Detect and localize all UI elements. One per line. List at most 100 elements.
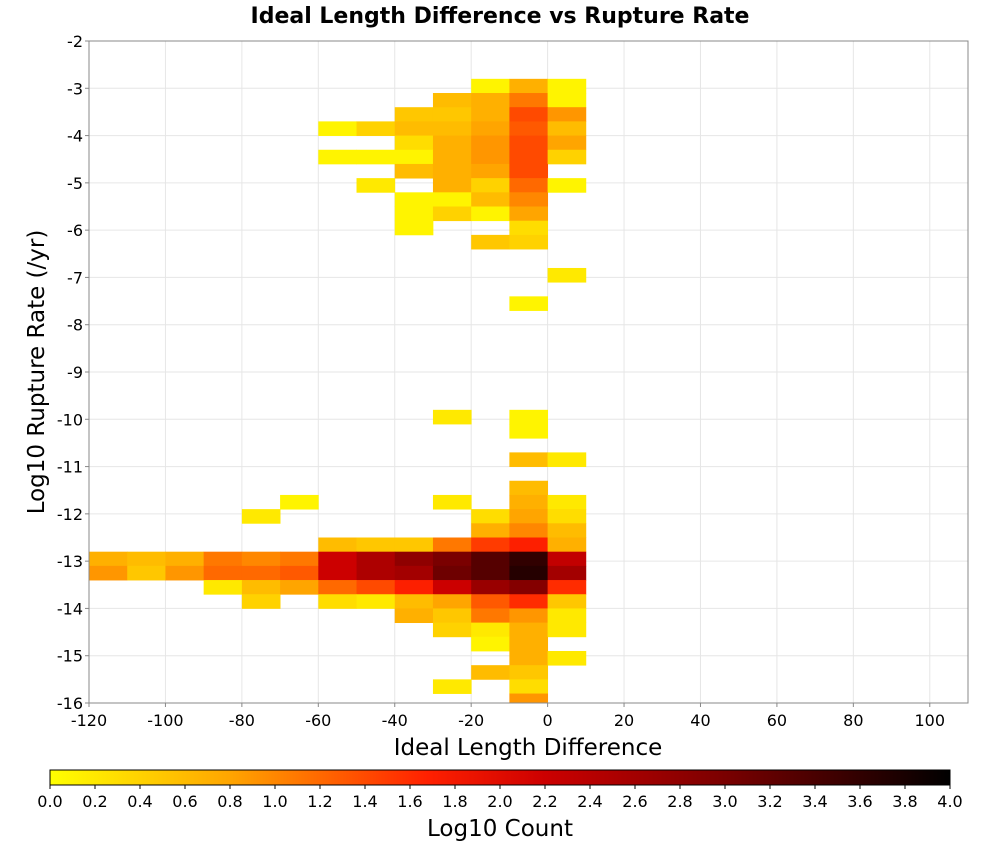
heatmap-cell	[318, 149, 357, 165]
heatmap-cell	[509, 523, 549, 538]
heatmap-cell	[432, 163, 472, 179]
heatmap-cell	[432, 608, 472, 624]
heatmap-cell	[509, 107, 549, 122]
heatmap-cell	[471, 149, 510, 165]
heatmap-cell	[89, 565, 128, 581]
colorbar-tick-label: 3.2	[757, 792, 782, 811]
y-tick-label: -3	[67, 79, 83, 98]
heatmap-cell	[471, 509, 510, 524]
heatmap-cell	[432, 121, 472, 136]
heatmap-cell	[471, 594, 510, 609]
heatmap-cell	[471, 565, 510, 581]
x-tick-label: -20	[458, 711, 484, 730]
heatmap-cell	[432, 594, 472, 609]
y-tick-label: -11	[57, 458, 83, 477]
x-axis-ticks: -120 -100 -80 -60 -40 -20 0 20 40 60 80 100	[71, 703, 945, 730]
heatmap-cell	[509, 452, 549, 467]
heatmap-cell	[241, 580, 281, 595]
heatmap-cell	[547, 650, 587, 666]
heatmap-cell	[547, 509, 587, 524]
heatmap-cell	[432, 178, 472, 193]
heatmap-cell	[471, 551, 510, 567]
heatmap-cell	[509, 480, 549, 496]
heatmap-cell	[432, 537, 472, 553]
heatmap-cell	[356, 580, 396, 595]
heatmap-cell	[509, 650, 549, 666]
y-tick-label: -14	[57, 599, 83, 618]
heatmap-cell	[547, 580, 587, 595]
heatmap-cell	[432, 192, 472, 207]
heatmap-cell	[509, 509, 549, 524]
colorbar-tick-label: 0.4	[127, 792, 152, 811]
heatmap-cell	[394, 107, 434, 122]
heatmap-cell	[509, 163, 549, 179]
y-tick-label: -4	[67, 127, 83, 146]
heatmap-cell	[509, 494, 549, 510]
heatmap-cell	[394, 594, 434, 609]
colorbar-tick-label: 1.8	[442, 792, 467, 811]
y-tick-label: -5	[67, 174, 83, 193]
heatmap-cell	[471, 636, 510, 652]
heatmap-cell	[394, 192, 434, 207]
y-tick-label: -10	[57, 410, 83, 429]
colorbar-tick-label: 2.4	[577, 792, 602, 811]
heatmap-cell	[547, 523, 587, 538]
y-tick-label: -16	[57, 694, 83, 713]
heatmap-cell	[280, 580, 319, 595]
heatmap-cell	[471, 107, 510, 122]
heatmap-cell	[509, 121, 549, 136]
heatmap-cell	[548, 708, 587, 723]
heatmap-cell	[547, 452, 587, 467]
heatmap-cell	[547, 107, 587, 122]
heatmap-cell	[203, 580, 243, 595]
heatmap-cell	[471, 580, 510, 595]
heatmap-cell	[394, 121, 434, 136]
heatmap-cell	[394, 149, 434, 165]
heatmap-cell	[432, 149, 472, 165]
heatmap-cell	[432, 409, 472, 425]
y-tick-label: -15	[57, 647, 83, 666]
heatmap-cell	[509, 409, 549, 425]
heatmap-cell	[241, 594, 281, 609]
heatmap-cells	[89, 78, 587, 723]
heatmap-cell	[394, 608, 434, 624]
heatmap-cell	[471, 163, 510, 179]
heatmap-cell	[394, 135, 434, 151]
heatmap-cell	[547, 135, 587, 151]
colorbar-tick-label: 3.0	[712, 792, 737, 811]
heatmap-cell	[547, 565, 587, 581]
y-tick-label: -9	[67, 363, 83, 382]
heatmap-cell	[318, 580, 357, 595]
colorbar-tick-label: 3.6	[847, 792, 872, 811]
heatmap-cell	[547, 551, 587, 567]
heatmap-cell	[471, 178, 510, 193]
colorbar-tick-label: 1.6	[397, 792, 422, 811]
heatmap-cell	[509, 594, 549, 609]
heatmap-cell	[394, 220, 434, 236]
heatmap-cell	[509, 565, 549, 581]
y-tick-label: -6	[67, 221, 83, 240]
heatmap-cell	[547, 494, 587, 510]
heatmap-cell	[432, 551, 472, 567]
heatmap-cell	[509, 93, 549, 108]
heatmap-cell	[318, 551, 357, 567]
heatmap-cell	[547, 594, 587, 609]
x-tick-label: -100	[147, 711, 183, 730]
heatmap-cell	[432, 93, 472, 108]
heatmap-cell	[547, 78, 587, 94]
heatmap-cell	[280, 565, 319, 581]
heatmap-cell	[432, 494, 472, 510]
heatmap-cell	[471, 121, 510, 136]
heatmap-cell	[356, 594, 396, 609]
heatmap-cell	[318, 565, 357, 581]
x-tick-label: -80	[229, 711, 255, 730]
heatmap-cell	[280, 551, 319, 567]
heatmap-cell	[509, 608, 549, 624]
colorbar-tick-label: 0.2	[82, 792, 107, 811]
heatmap-cell	[509, 220, 549, 236]
heatmap-cell	[509, 135, 549, 151]
heatmap-cell	[509, 424, 549, 439]
heatmap-cell	[394, 565, 434, 581]
heatmap-cell	[547, 267, 587, 283]
heatmap-cell	[165, 551, 205, 567]
